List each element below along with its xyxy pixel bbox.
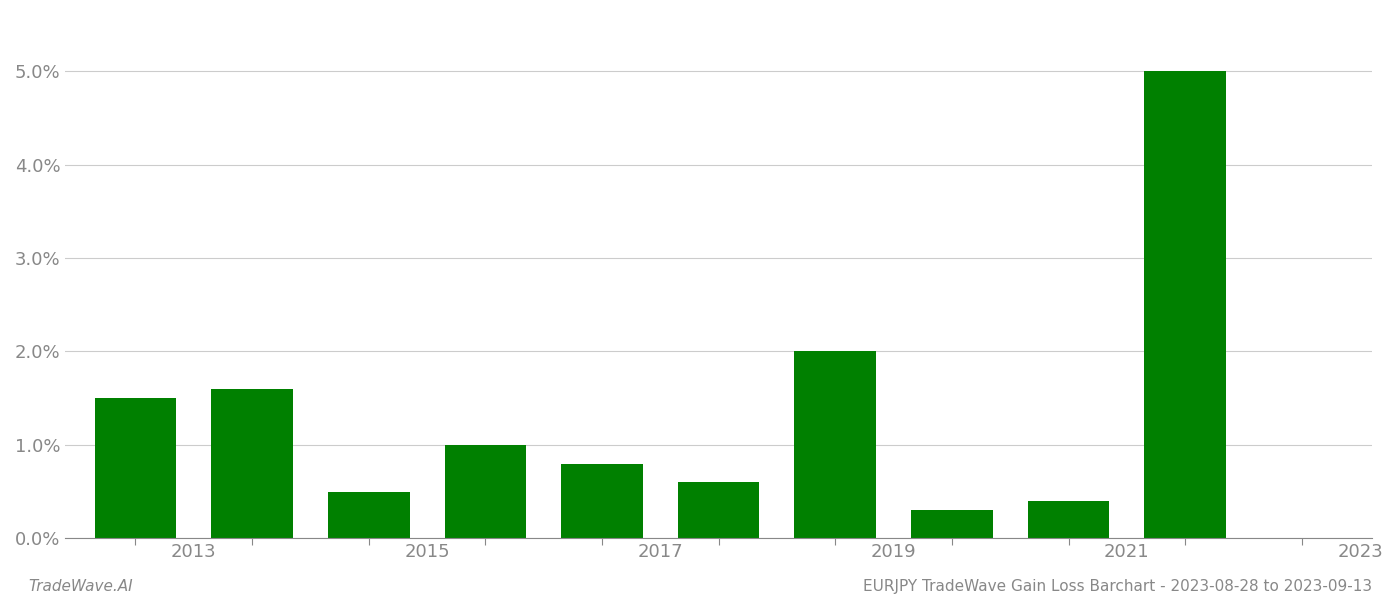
Bar	[911, 510, 993, 538]
Bar	[211, 389, 293, 538]
Text: EURJPY TradeWave Gain Loss Barchart - 2023-08-28 to 2023-09-13: EURJPY TradeWave Gain Loss Barchart - 20…	[862, 579, 1372, 594]
Bar	[95, 398, 176, 538]
Bar	[794, 352, 876, 538]
Bar	[1144, 71, 1226, 538]
Bar	[561, 464, 643, 538]
Bar	[678, 482, 759, 538]
Bar	[328, 491, 410, 538]
Text: TradeWave.AI: TradeWave.AI	[28, 579, 133, 594]
Bar	[1028, 501, 1109, 538]
Bar	[445, 445, 526, 538]
